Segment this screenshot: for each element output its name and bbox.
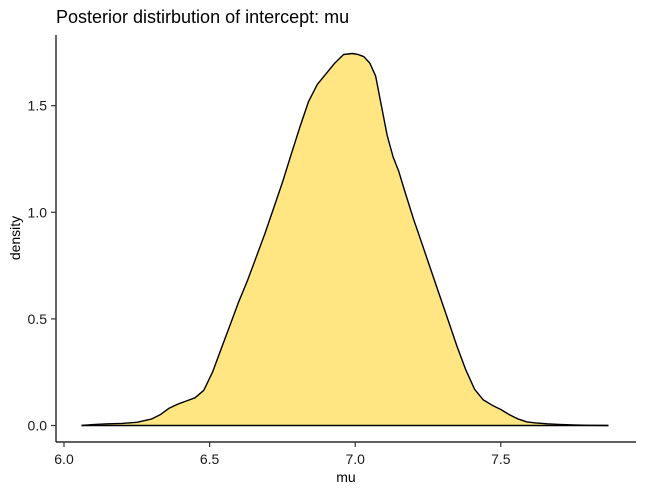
x-tick-label: 7.5 — [491, 451, 511, 467]
y-axis-label: density — [7, 216, 23, 260]
x-axis-ticks: 6.0 6.5 7.0 7.5 — [54, 442, 511, 467]
plot-area — [81, 52, 609, 427]
y-tick-label: 1.0 — [28, 204, 48, 220]
x-tick-label: 7.0 — [345, 451, 365, 467]
y-tick-label: 0.0 — [28, 418, 48, 434]
y-tick-label: 1.5 — [28, 98, 48, 114]
y-tick-label: 0.5 — [28, 311, 48, 327]
x-axis-label: mu — [336, 469, 355, 485]
density-area — [81, 53, 609, 426]
y-axis-ticks: 0.0 0.5 1.0 1.5 — [28, 98, 56, 434]
x-tick-label: 6.0 — [54, 451, 74, 467]
density-curve — [81, 52, 609, 427]
x-tick-label: 6.5 — [200, 451, 220, 467]
chart-title: Posterior distirbution of intercept: mu — [56, 7, 349, 27]
